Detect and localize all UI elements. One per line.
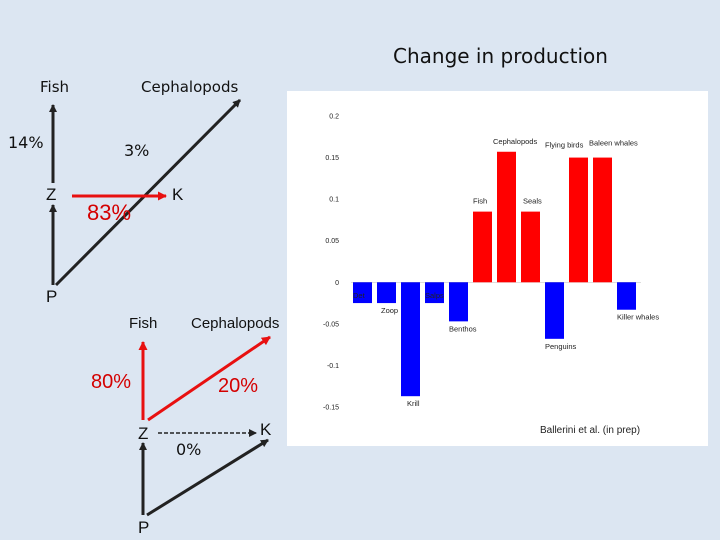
bar-cephalopods	[497, 151, 516, 283]
z-node-top: Z	[46, 185, 57, 204]
arrow-p-to-k-bottom	[146, 438, 269, 517]
y-tick-label: -0.1	[327, 363, 339, 370]
bar-label: Krill	[407, 399, 420, 408]
bar-label: Fish	[473, 197, 487, 206]
bar-label: Salps	[425, 291, 444, 300]
p-node-bottom: P	[138, 518, 150, 537]
bar-fish	[473, 211, 492, 283]
bar-baleen-whales	[593, 157, 612, 283]
bar-benthos	[449, 282, 468, 322]
k-node-bottom: K	[260, 420, 272, 439]
bar-label: Flying birds	[545, 141, 584, 150]
bar-flying-birds	[569, 157, 588, 283]
bar-label: Benthos	[449, 324, 477, 333]
bar-seals	[521, 211, 540, 283]
bar-killer-whales	[617, 282, 636, 310]
bar-krill	[401, 282, 420, 397]
y-tick-label: -0.05	[323, 321, 339, 328]
chart-credit: Ballerini et al. (in prep)	[540, 425, 641, 436]
cephalopods-pct-top: 3%	[124, 141, 150, 160]
arrow-z-to-cephalopods-bottom	[147, 335, 271, 422]
slide-title: Change in production	[393, 44, 608, 68]
fish-pct-top: 14%	[8, 133, 44, 152]
bar-label: Baleen whales	[589, 139, 638, 148]
y-tick-label: 0.15	[325, 155, 339, 162]
arrow-p-to-cephalopods-top	[54, 98, 242, 287]
bar-label: Penguins	[545, 342, 577, 351]
fish-pct-bottom: 80%	[91, 371, 132, 393]
bar-zoop	[377, 282, 396, 304]
y-tick-label: 0.05	[325, 238, 339, 245]
y-tick-label: 0.2	[329, 114, 339, 121]
cephalopods-pct-bottom: 20%	[218, 375, 259, 397]
k-node-top: K	[172, 185, 184, 204]
zk-pct-top: 83%	[87, 200, 132, 225]
bar-label: Killer whales	[617, 313, 659, 322]
cephalopods-label-bottom: Cephalopods	[191, 315, 280, 332]
zk-pct-bottom: 0%	[176, 440, 202, 459]
bar-label: Det	[353, 291, 366, 300]
bar-salps	[425, 282, 444, 304]
bar-label: Seals	[523, 197, 542, 206]
p-node-top: P	[46, 287, 58, 306]
y-tick-label: 0	[335, 280, 339, 287]
production-change-chart: 0.2 0.15 0.1 0.05 0 -0.05 -0.1 -0.15 Det Zoop Kril…	[287, 91, 708, 446]
cephalopods-label-top: Cephalopods	[141, 78, 239, 96]
z-node-bottom: Z	[138, 424, 149, 443]
bar-label: Cephalopods	[493, 137, 537, 146]
fish-label-bottom: Fish	[129, 315, 158, 332]
y-tick-label: -0.15	[323, 405, 339, 412]
bar-penguins	[545, 282, 564, 339]
bar-det	[353, 282, 372, 304]
bar-chart-svg: 0.2 0.15 0.1 0.05 0 -0.05 -0.1 -0.15 Det Zoop Kril…	[323, 114, 659, 412]
y-tick-label: 0.1	[329, 197, 339, 204]
bar-label: Zoop	[381, 306, 398, 315]
fish-label-top: Fish	[40, 78, 70, 96]
